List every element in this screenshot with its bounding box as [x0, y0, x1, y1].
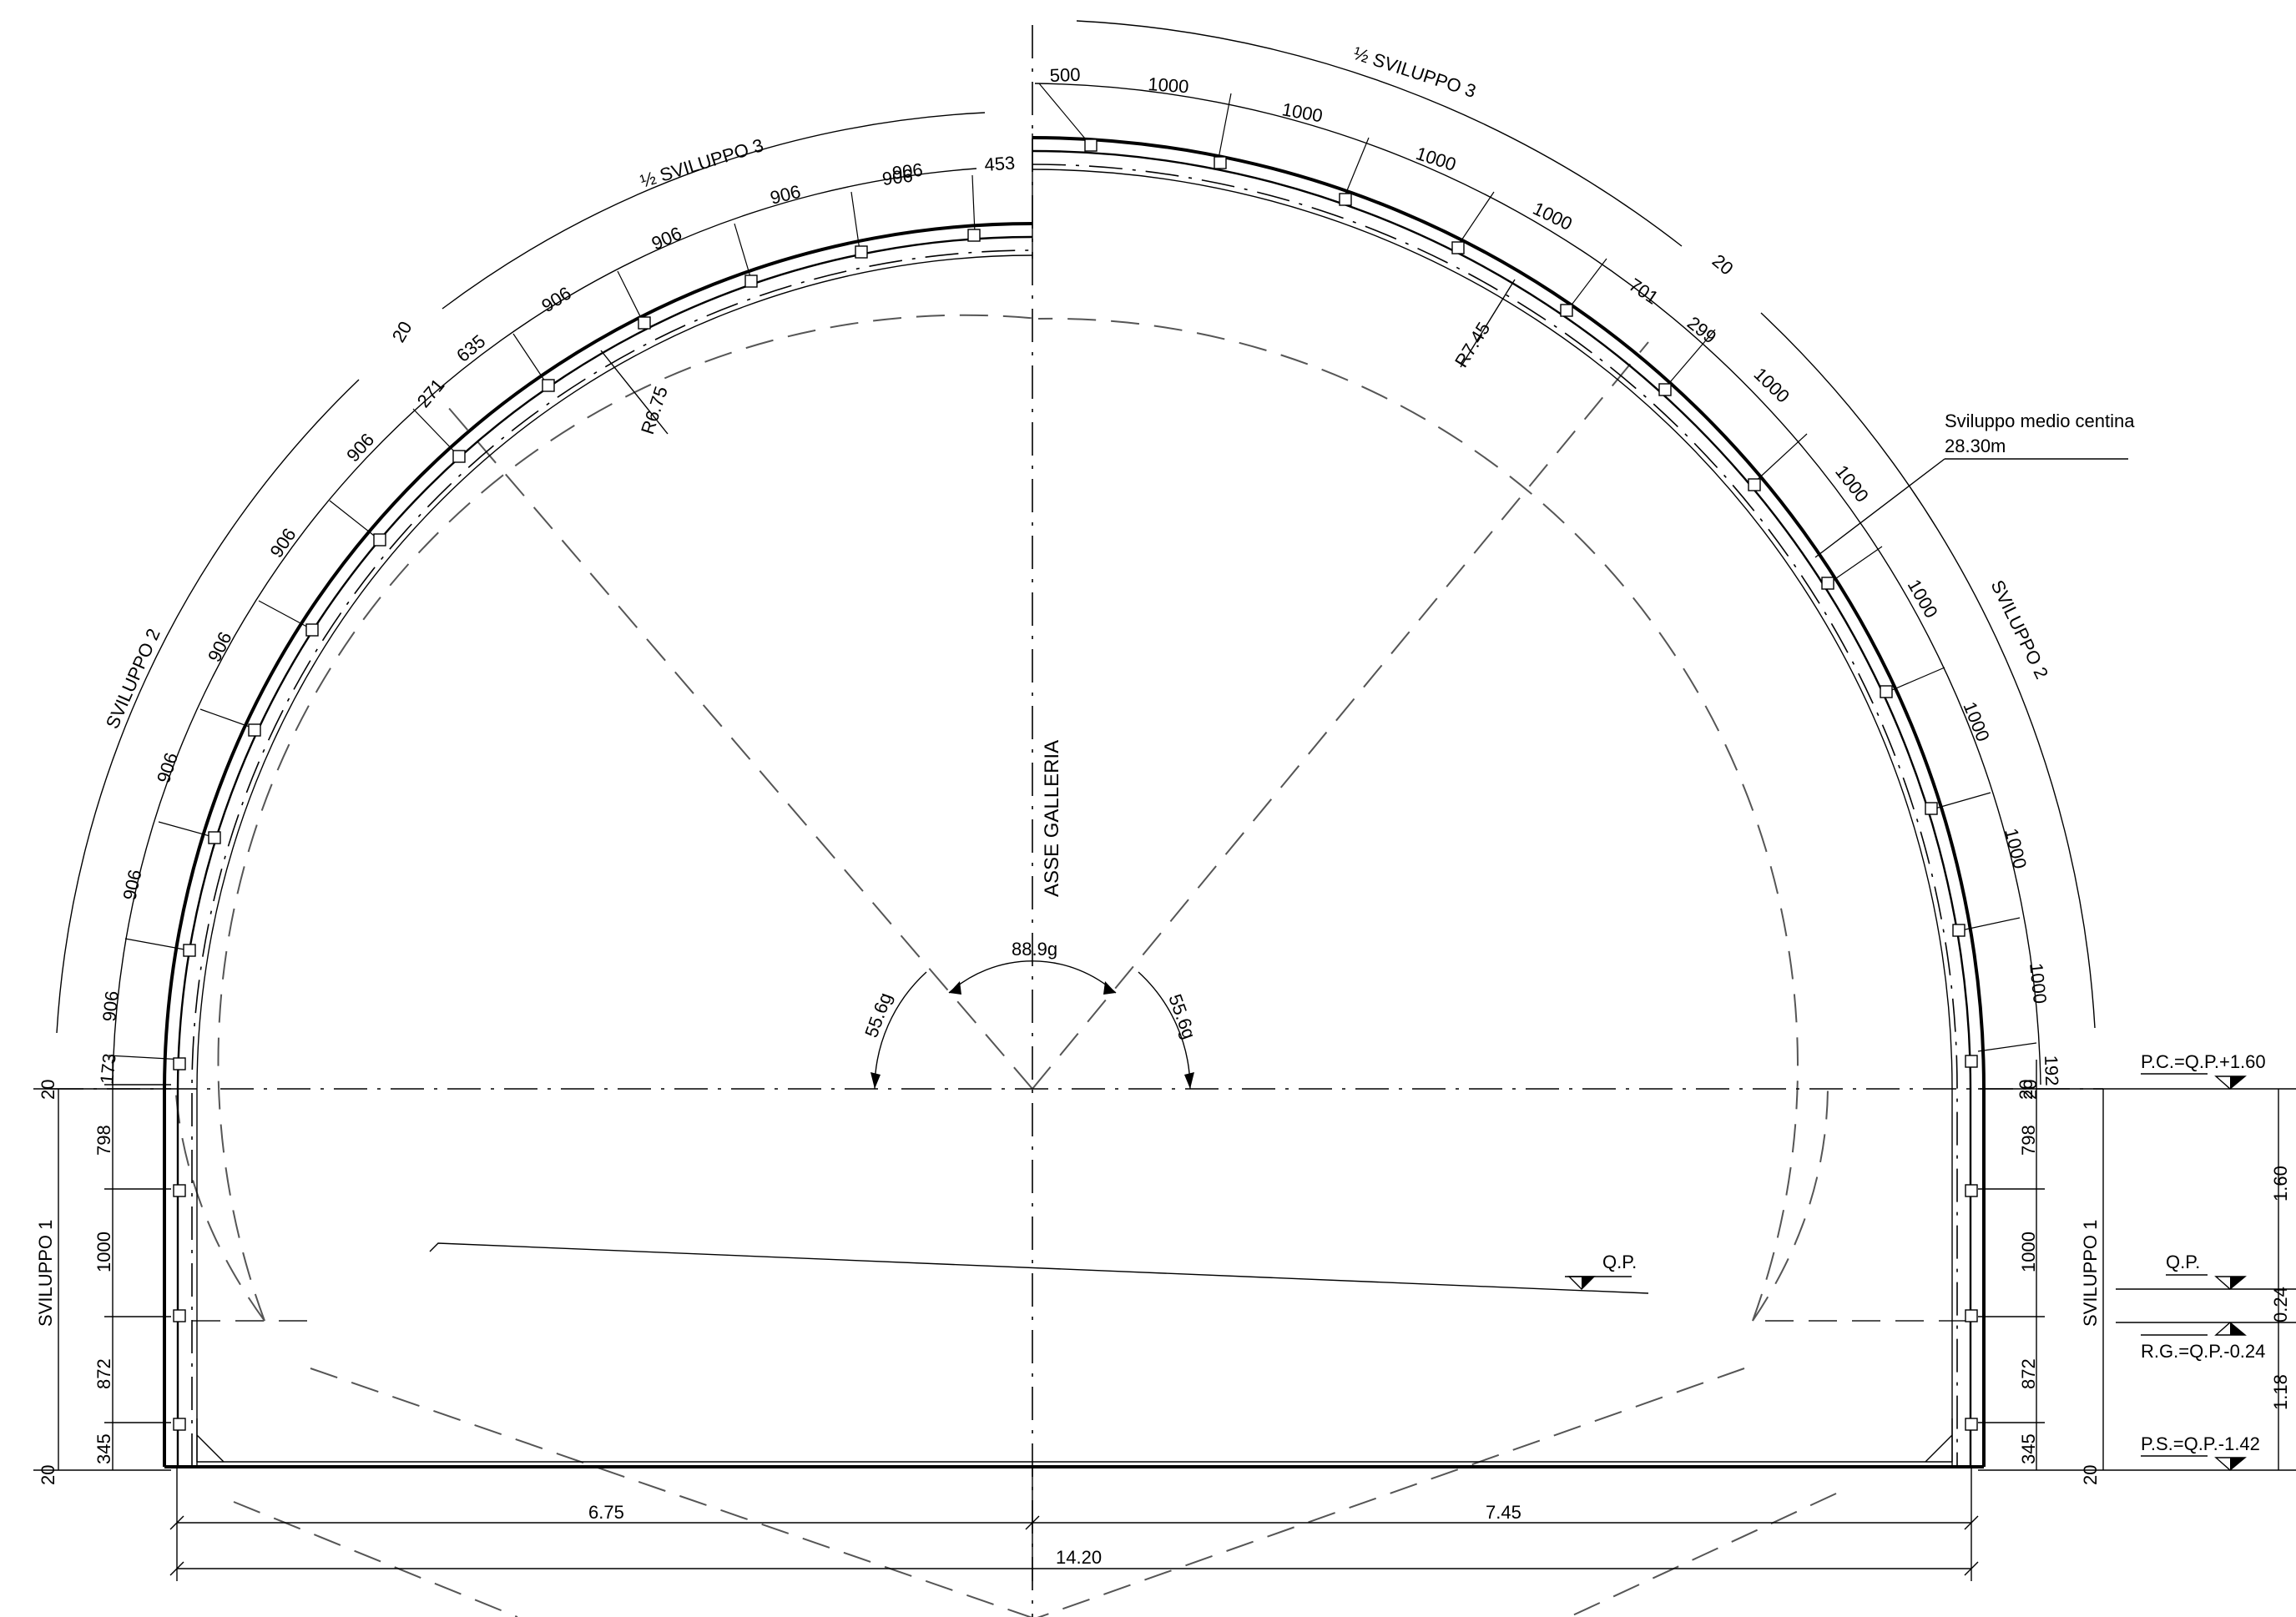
left-spacing-label: 906 [648, 223, 685, 254]
left-spacing-label: 906 [342, 429, 378, 466]
radius-outer-leader [1460, 279, 1516, 368]
right-level-markers [2116, 1073, 2296, 1471]
left-arc-spacing-labels: 906 906 906 906 906 906 906 906 906 906 … [98, 152, 1016, 1022]
left-small-label: 173 [96, 1052, 120, 1085]
angle-marks [870, 960, 1194, 1090]
left-small-label: 20 [38, 1080, 58, 1100]
dim-total-label: 14.20 [1056, 1547, 1102, 1568]
left-spacing-label: 906 [204, 628, 236, 665]
rg-label: R.G.=Q.P.-0.24 [2141, 1341, 2265, 1362]
sv1-right-label: SVILUPPO 1 [2080, 1220, 2101, 1327]
level-160-label: 1.60 [2270, 1166, 2291, 1201]
right-spacing-label: 1000 [2026, 962, 2051, 1005]
left-spacing-label: 906 [98, 990, 123, 1022]
right-spacing-label: 1000 [1280, 98, 1325, 126]
ps-label: P.S.=Q.P.-1.42 [2141, 1433, 2260, 1454]
bottom-dimension-lines [169, 1467, 1979, 1581]
right-wall-label: 872 [2018, 1358, 2039, 1389]
sv2-right-label: SVILUPPO 2 [1987, 577, 2053, 682]
right-spacing-label: 299 [1683, 312, 1720, 347]
left-spacing-label: 906 [768, 181, 803, 209]
left-small-labels: 20 271 635 20 173 [38, 318, 489, 1100]
right-spacing-label: 1000 [1750, 364, 1794, 407]
radius-outer-label: R7.45 [1451, 319, 1494, 371]
note-line-1: Sviluppo medio centina [1945, 411, 2135, 431]
sv1-left-label: SVILUPPO 1 [35, 1220, 56, 1327]
right-arc-spacing-labels: 500 1000 1000 1000 1000 701 299 20 1000 … [1049, 64, 2062, 1100]
left-wall-labels: 798 1000 872 345 20 [38, 1125, 114, 1485]
right-spacing-label: 1000 [1904, 576, 1942, 622]
left-wall-label: 20 [38, 1465, 58, 1485]
right-wall-label: 20 [2016, 1080, 2036, 1100]
right-wall-label: 1000 [2018, 1232, 2039, 1272]
qp-right-label: Q.P. [2166, 1252, 2200, 1272]
right-spacing-label: 1000 [1530, 198, 1576, 234]
angle-center-label: 88.9g [1012, 939, 1057, 960]
half-sv3-right-label: ½ SVILUPPO 3 [1350, 43, 1478, 102]
right-spacing-label: 1000 [1831, 461, 1873, 506]
angle-right-label: 55.6g [1164, 991, 1199, 1041]
right-wall-dimension-chain [1978, 1060, 2116, 1471]
right-spacing-label: 1000 [1959, 699, 1994, 745]
radius-inner-label: R6.75 [637, 384, 672, 437]
dim-left-label: 6.75 [588, 1502, 624, 1523]
right-wall-label: 798 [2018, 1125, 2039, 1156]
right-segment-hangers [1038, 83, 2037, 1052]
right-spacing-label: 1000 [1413, 143, 1458, 175]
angle-left-label: 55.6g [860, 990, 896, 1040]
left-spacing-label: 906 [119, 868, 145, 902]
left-wall-label: 345 [93, 1433, 114, 1464]
pc-label: P.C.=Q.P.+1.60 [2141, 1051, 2266, 1072]
left-spacing-label: 906 [265, 524, 300, 561]
lining-right-arch [1032, 136, 1986, 1467]
right-spacing-label: 20 [1708, 250, 1738, 280]
level-024-label: 0.24 [2270, 1287, 2291, 1322]
right-spacing-label: 1000 [2001, 826, 2031, 871]
note-leader [1814, 458, 1945, 558]
left-small-label: 635 [452, 330, 489, 366]
half-sv3-left-label: ½ SVILUPPO 3 [638, 134, 765, 192]
reference-dashed-lines [174, 314, 1982, 1617]
dim-right-label: 7.45 [1486, 1502, 1521, 1523]
right-spacing-label: 192 [2041, 1055, 2062, 1086]
right-spacing-label: 1000 [1148, 73, 1190, 97]
left-spacing-label: 906 [891, 159, 924, 184]
note-line-2: 28.30m [1945, 436, 2006, 456]
left-wall-label: 798 [93, 1125, 114, 1156]
left-small-label: 271 [413, 375, 449, 411]
axis-label: ASSE GALLERIA [1041, 740, 1063, 897]
invert-slab [164, 1418, 1984, 1468]
right-segment-blocks [1084, 139, 1978, 1431]
left-spacing-label: 906 [153, 750, 182, 786]
left-small-label: 20 [388, 318, 416, 346]
right-wall-label: 20 [2080, 1465, 2101, 1485]
left-segment-blocks [173, 229, 981, 1431]
development-dimension-arcs [56, 20, 2096, 1086]
right-wall-label: 345 [2018, 1433, 2039, 1464]
road-surface-line [429, 1242, 1649, 1294]
left-spacing-label: 453 [984, 152, 1016, 175]
left-wall-label: 1000 [93, 1232, 114, 1272]
left-wall-label: 872 [93, 1358, 114, 1389]
qp-label: Q.P. [1602, 1252, 1637, 1272]
left-segment-hangers [108, 174, 976, 1060]
right-spacing-label: 500 [1049, 64, 1081, 86]
sv2-left-label: SVILUPPO 2 [102, 626, 164, 732]
right-wall-labels: 20 798 1000 872 345 20 [2016, 1080, 2101, 1485]
lining-left-arch [163, 222, 1033, 1467]
right-spacing-label: 701 [1625, 274, 1662, 308]
left-spacing-label: 906 [881, 165, 914, 189]
left-wall-dimension-chain [33, 1060, 171, 1471]
radius-inner-leader [600, 350, 669, 435]
right-spacing-label: 20 [2020, 1080, 2041, 1100]
level-118-label: 1.18 [2270, 1374, 2291, 1410]
